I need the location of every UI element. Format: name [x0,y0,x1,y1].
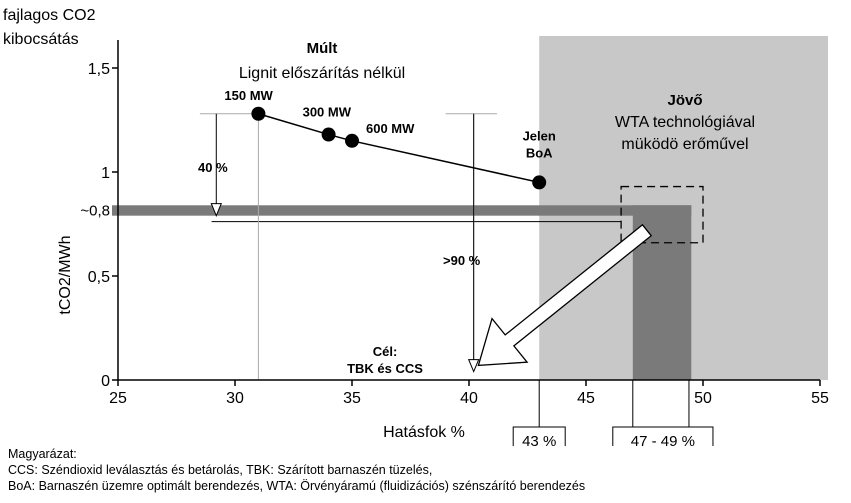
data-point-1 [321,127,336,142]
callout-43-text: 43 % [522,433,556,446]
data-point-2 [345,133,359,148]
x-ticks: 25 30 35 40 45 50 55 [109,380,829,407]
data-point-label-3-0: Jelen [523,128,556,143]
x-tick-label-30: 30 [226,390,244,407]
callout-47-49-box [612,426,714,446]
reduction-40-arrowhead [210,203,223,217]
x-axis-label: Hatásfok % [383,424,465,441]
data-points: 150 MW 300 MW 600 MW Jelen BoA [224,88,556,190]
data-point-0 [251,106,266,121]
x-tick-label-45: 45 [577,390,595,407]
horizontal-band [112,205,692,216]
data-point-label-1: 300 MW [303,105,352,120]
x-tick-label-40: 40 [460,390,478,407]
data-series-line [258,113,540,184]
reduction-90-label: >90 % [443,253,481,268]
past-label: Múlt [307,40,338,57]
past-sublabel: Lignit előszárítás nélkül [239,65,405,82]
reduction-90-arrowhead [467,359,480,373]
y-extra-label: ~0,8 [80,203,110,220]
legend-explanation: Magyarázat: CCS: Széndioxid leválasztás … [8,446,585,494]
future-sublabel-1: WTA technológiával [615,114,755,131]
data-point-3 [532,175,547,190]
goal-label-2: TBK és CCS [347,361,423,376]
y-top-label-1: fajlagos CO2 [3,7,96,24]
data-point-label-0: 150 MW [224,88,273,103]
y-tick-label-1,5: 1,5 [88,61,110,78]
y-axis-label: tCO2/MWh [57,235,74,314]
x-tick-label-55: 55 [811,390,829,407]
future-sublabel-2: müködö erőművel [621,136,748,153]
big-hollow-arrow [477,223,653,367]
x-tick-label-50: 50 [694,390,712,407]
y-tick-label-0,5: 0,5 [88,269,110,286]
data-point-label-3-1: BoA [526,145,553,160]
legend-line-2: BoA: Barnaszén üzemre optimált berendezé… [8,479,586,493]
goal-label-1: Cél: [373,344,398,359]
dashed-target-box [620,185,704,244]
data-point-label-2: 600 MW [366,121,415,136]
legend-title: Magyarázat: [8,447,77,461]
future-label: Jövő [667,92,702,109]
callout-43-box [512,426,566,446]
y-tick-label-0: 0 [101,373,110,390]
y-tick-label-1: 1 [101,165,110,182]
reduction-40-label: 40 % [198,160,228,175]
y-top-label-2: kibocsátás [3,31,79,48]
legend-line-1: CCS: Széndioxid leválasztás és betárolás… [8,463,433,477]
co2-efficiency-chart: 25 30 35 40 45 50 55 0 0,5 1 1,5 ~0,8 fajlagos CO2… [3,7,829,446]
x-tick-label-25: 25 [109,390,127,407]
x-tick-label-35: 35 [343,390,361,407]
callout-47-49-text: 47 - 49 % [631,433,695,446]
y-ticks: 0 0,5 1 1,5 ~0,8 [80,61,118,390]
